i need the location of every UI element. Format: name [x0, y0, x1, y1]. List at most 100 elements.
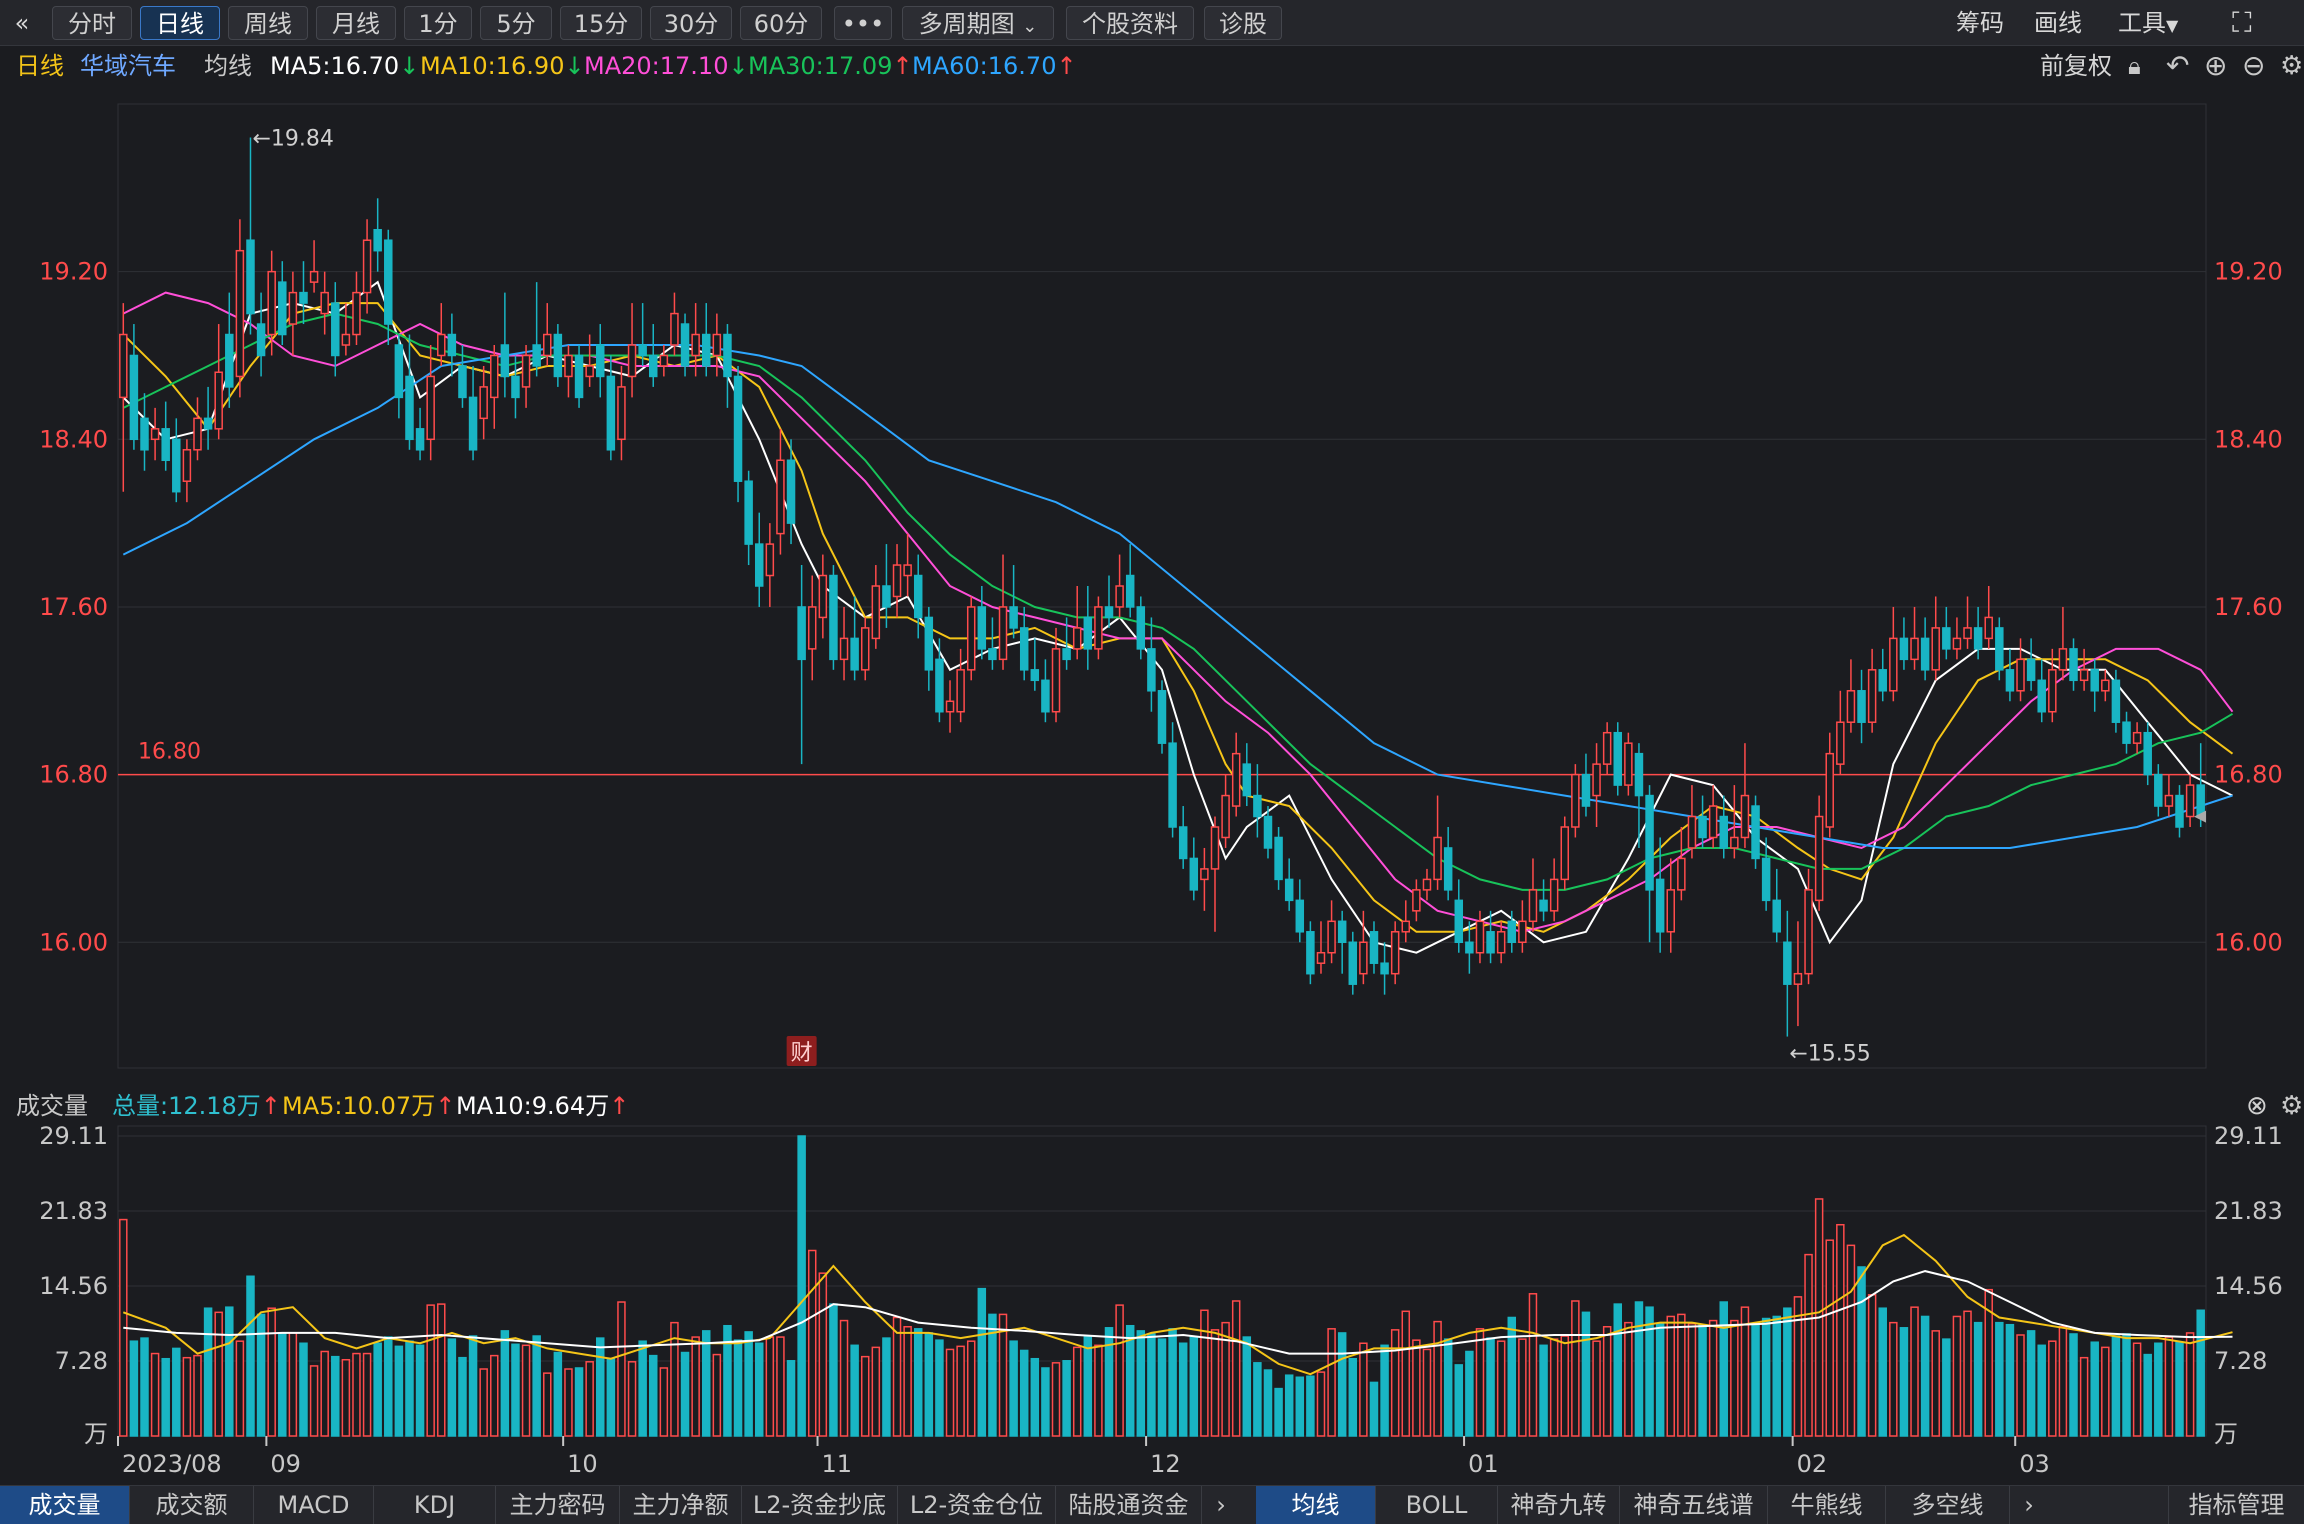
tab-kdj[interactable]: KDJ	[374, 1486, 496, 1524]
stock-info-button[interactable]: 个股资料	[1066, 6, 1194, 40]
candle	[1157, 680, 1167, 754]
candle	[1889, 606, 1898, 702]
ma30-label: MA30:17.09	[748, 52, 893, 80]
volume-bar	[1645, 1306, 1654, 1437]
volume-bar	[2154, 1342, 2163, 1437]
volume-bar	[564, 1368, 573, 1437]
candle	[1327, 900, 1336, 964]
volume-bar	[1973, 1321, 1983, 1437]
candle	[437, 303, 446, 366]
tab-bull-bear[interactable]: 牛熊线	[1768, 1486, 1886, 1524]
tab-volume[interactable]: 成交量	[0, 1486, 130, 1524]
volume-bar	[468, 1335, 478, 1437]
volume-bar	[1581, 1311, 1591, 1437]
indicator-manage-button[interactable]: 指标管理	[2168, 1486, 2304, 1524]
double-chevron-left-icon[interactable]: «	[14, 9, 30, 37]
volume-title[interactable]: 成交量	[16, 1092, 88, 1120]
period-tab-intraday[interactable]: 分时	[52, 6, 132, 40]
tools-dropdown[interactable]: 工具▼	[2118, 6, 2178, 40]
volume-bar	[1030, 1357, 1040, 1437]
candle-body	[1263, 815, 1273, 849]
tab-boll[interactable]: BOLL	[1376, 1486, 1498, 1524]
x-tick-label: 12	[1150, 1450, 1181, 1478]
tab-northbound[interactable]: 陆股通资金	[1056, 1486, 1202, 1524]
fullscreen-icon[interactable]: ⛶	[2232, 6, 2252, 39]
tab-macd[interactable]: MACD	[254, 1486, 374, 1524]
candle	[447, 313, 457, 377]
ma-line-ma60	[122, 344, 2233, 849]
volume-bar	[744, 1331, 753, 1437]
volume-bar	[1793, 1296, 1803, 1437]
volume-bar	[1592, 1340, 1601, 1437]
candle	[1740, 743, 1750, 848]
volume-bar	[1221, 1321, 1230, 1437]
volume-bar	[1528, 1293, 1538, 1437]
period-tab-30min[interactable]: 30分	[650, 6, 732, 40]
tab-l2-position[interactable]: L2-资金仓位	[898, 1486, 1056, 1524]
tab-turnover[interactable]: 成交额	[130, 1486, 254, 1524]
candle-body	[352, 291, 361, 336]
candle-body	[1783, 941, 1792, 985]
candle	[733, 365, 743, 503]
diagnose-button[interactable]: 诊股	[1204, 6, 1282, 40]
period-tab-5min[interactable]: 5分	[480, 6, 552, 40]
draw-line-button[interactable]: 画线	[2034, 9, 2082, 37]
chevron-right-icon[interactable]: ›	[1216, 1491, 1226, 1519]
undo-icon[interactable]: ↶	[2166, 49, 2190, 82]
candle-body	[2185, 784, 2195, 818]
volume-bar	[1041, 1367, 1050, 1437]
tab-main-net[interactable]: 主力净额	[620, 1486, 742, 1524]
tab-main-force-code[interactable]: 主力密码	[496, 1486, 620, 1524]
stock-name[interactable]: 华域汽车	[80, 52, 176, 80]
adjust-mode-button[interactable]: 前复权	[2040, 52, 2112, 80]
candle-body	[1062, 648, 1071, 661]
candle	[1380, 942, 1389, 995]
period-tab-15min[interactable]: 15分	[560, 6, 642, 40]
candle	[1104, 575, 1114, 628]
volume-ma5-label: MA5:10.07万	[282, 1092, 436, 1120]
volume-bar	[1009, 1340, 1018, 1437]
candle-body	[1931, 627, 1940, 671]
volume-ma-lines	[122, 1233, 2233, 1376]
settings-gear-icon[interactable]: ⚙	[2280, 51, 2304, 81]
more-periods-button[interactable]: •••	[834, 6, 892, 40]
tab-magic-nine[interactable]: 神奇九转	[1498, 1486, 1620, 1524]
multi-period-dropdown[interactable]: 多周期图 ⌄	[902, 6, 1054, 40]
chips-button[interactable]: 筹码	[1956, 9, 2004, 37]
tab-long-short[interactable]: 多空线	[1886, 1486, 2010, 1524]
chevron-right-icon[interactable]: ›	[2024, 1491, 2034, 1519]
tab-ma-overlay[interactable]: 均线	[1256, 1486, 1376, 1524]
period-tab-weekly[interactable]: 周线	[228, 6, 308, 40]
settings-gear-icon[interactable]: ⚙	[2280, 1091, 2304, 1121]
period-tab-monthly[interactable]: 月线	[316, 6, 396, 40]
price-tick-right: 17.60	[2214, 593, 2283, 621]
period-tab-1min[interactable]: 1分	[404, 6, 472, 40]
close-panel-icon[interactable]: ⊗	[2246, 1091, 2268, 1121]
candlestick-chart[interactable]: 19.20 19.20 18.40 18.40 17.60 17.60 16.80 16.80…	[0, 86, 2304, 1086]
period-tab-daily[interactable]: 日线	[140, 6, 220, 40]
candle-body	[1189, 857, 1199, 891]
period-tab-60min[interactable]: 60分	[740, 6, 822, 40]
volume-bar	[956, 1345, 965, 1437]
candle-body	[161, 428, 170, 462]
candle-body	[1072, 627, 1082, 650]
zoom-out-icon[interactable]: ⊖	[2242, 49, 2266, 82]
lock-icon[interactable]: 🔒︎	[2128, 52, 2141, 80]
candle	[161, 401, 170, 471]
volume-bar	[627, 1361, 637, 1437]
candle	[850, 596, 859, 681]
candle	[1984, 586, 1993, 649]
tab-l2-bottom[interactable]: L2-资金抄底	[742, 1486, 898, 1524]
volume-bar	[267, 1307, 276, 1437]
candle	[945, 680, 955, 733]
zoom-in-icon[interactable]: ⊕	[2204, 49, 2228, 82]
volume-chart[interactable]: 29.11 29.11 21.83 21.83 14.56 14.56 7.28 7.28 万 万…	[0, 1124, 2304, 1484]
ma-title[interactable]: 均线	[204, 52, 252, 80]
candle	[1348, 931, 1358, 995]
price-tick-left: 19.20	[39, 258, 108, 286]
candle-body	[649, 354, 658, 378]
candle-body	[490, 354, 499, 399]
price-tick-left: 18.40	[39, 425, 108, 453]
candle-body	[1284, 878, 1294, 902]
tab-magic-five[interactable]: 神奇五线谱	[1620, 1486, 1768, 1524]
